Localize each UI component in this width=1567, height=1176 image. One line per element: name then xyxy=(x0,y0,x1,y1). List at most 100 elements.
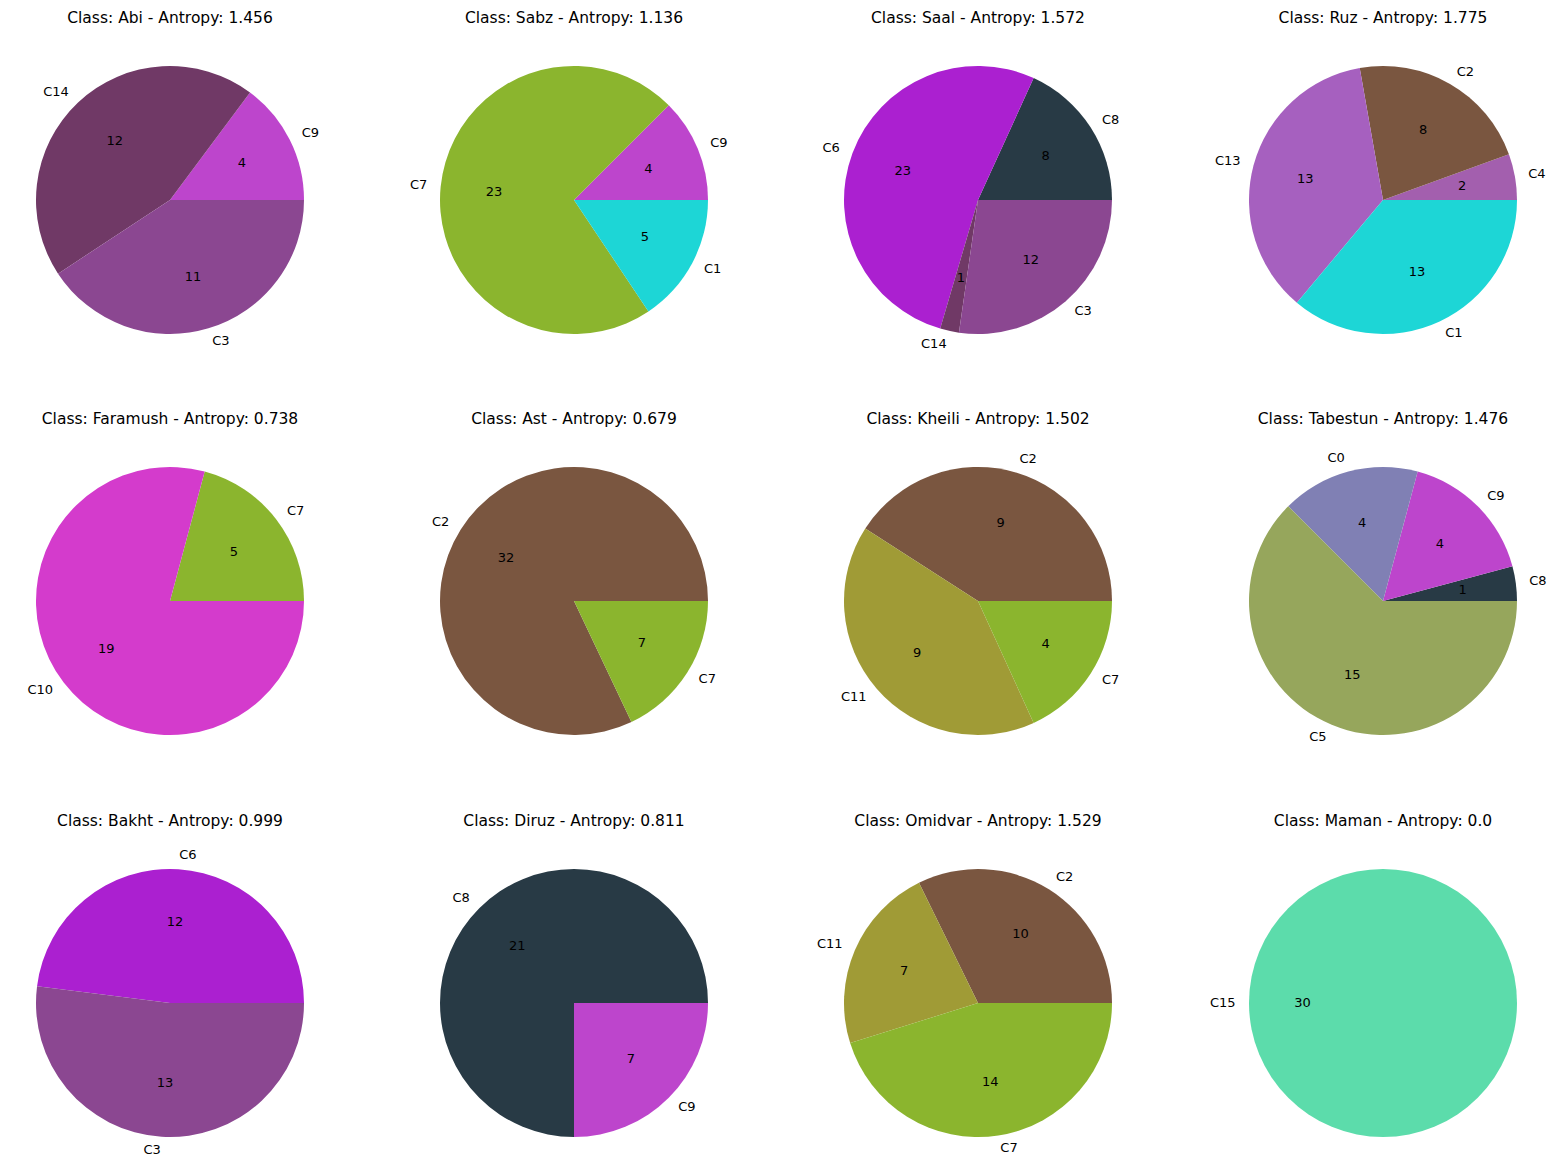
data-label: 12 xyxy=(167,914,184,929)
labels: C88C623C141C312 xyxy=(823,112,1120,351)
slice-label: C7 xyxy=(410,177,427,192)
slice-label: C11 xyxy=(817,936,843,951)
chart-title: Class: Sabz - Antropy: 1.136 xyxy=(465,9,683,27)
pie-slice xyxy=(58,200,304,334)
data-label: 4 xyxy=(644,161,652,176)
pie-slice xyxy=(36,467,304,735)
slice-label: C7 xyxy=(287,503,304,518)
slices xyxy=(844,467,1112,735)
data-label: 9 xyxy=(913,645,921,660)
data-label: 13 xyxy=(157,1075,174,1090)
labels: C821C97 xyxy=(452,890,695,1113)
slice-label: C2 xyxy=(1020,451,1037,466)
slice-label: C8 xyxy=(1529,573,1546,588)
labels: C2 9 C11 9 C7 4 xyxy=(841,451,1119,704)
labels: C2 32 C7 7 xyxy=(432,514,716,687)
slice-label: C10 xyxy=(27,682,53,697)
pie-chart: Class: Faramush - Antropy: 0.738 C7 5 C10 19 xyxy=(27,410,304,736)
data-label: 32 xyxy=(498,550,515,565)
pie-chart: Class: Diruz - Antropy: 0.811C821C97 xyxy=(440,812,708,1138)
chart-title: Class: Saal - Antropy: 1.572 xyxy=(871,9,1085,27)
slice-label: C15 xyxy=(1210,995,1236,1010)
slice-label: C7 xyxy=(1102,672,1119,687)
pie-slice xyxy=(37,869,304,1003)
data-label: 1 xyxy=(957,270,965,285)
data-label: 2 xyxy=(1458,178,1466,193)
labels: C9 4 C7 23 C1 5 xyxy=(410,135,728,276)
data-label: 13 xyxy=(1297,171,1314,186)
slice-label: C1 xyxy=(704,261,721,276)
data-label: 5 xyxy=(230,544,238,559)
pie-slice xyxy=(574,601,708,722)
data-label: 12 xyxy=(1022,252,1039,267)
pie-chart: Class: Ruz - Antropy: 1.775C42C28C1313C1… xyxy=(1215,9,1546,341)
chart-title: Class: Faramush - Antropy: 0.738 xyxy=(42,410,298,428)
data-label: 11 xyxy=(185,269,202,284)
slice-label: C0 xyxy=(1327,450,1344,465)
slice-label: C3 xyxy=(143,1142,160,1157)
slice-label: C13 xyxy=(1215,153,1241,168)
labels: C42C28C1313C113 xyxy=(1215,64,1546,340)
slice-label: C8 xyxy=(452,890,469,905)
data-label: 7 xyxy=(627,1051,635,1066)
slices xyxy=(844,66,1112,334)
pie-chart: Class: Maman - Antropy: 0.0C1530 xyxy=(1210,812,1517,1138)
pie-slice xyxy=(574,200,708,311)
data-label: 8 xyxy=(1041,148,1049,163)
labels: C210C117C714 xyxy=(817,869,1073,1155)
chart-title: Class: Bakht - Antropy: 0.999 xyxy=(57,812,283,830)
chart-title: Class: Ast - Antropy: 0.679 xyxy=(471,410,677,428)
pie-slice xyxy=(978,601,1112,723)
pie-slice xyxy=(1249,869,1517,1137)
chart-title: Class: Tabestun - Antropy: 1.476 xyxy=(1258,410,1508,428)
slice-label: C6 xyxy=(823,140,840,155)
slice-label: C2 xyxy=(432,514,449,529)
slices xyxy=(1249,66,1517,334)
slices xyxy=(440,467,708,735)
slice-label: C9 xyxy=(1487,488,1504,503)
chart-title: Class: Abi - Antropy: 1.456 xyxy=(67,9,273,27)
pie-slice xyxy=(1360,66,1509,200)
pie-chart: Class: Sabz - Antropy: 1.136 C9 4 C7 23 C1 5 xyxy=(410,9,728,335)
data-label: 10 xyxy=(1012,926,1029,941)
slices xyxy=(36,66,304,334)
slices xyxy=(36,869,304,1137)
chart-title: Class: Diruz - Antropy: 0.811 xyxy=(463,812,684,830)
labels: C7 5 C10 19 xyxy=(27,503,304,697)
data-label: 30 xyxy=(1294,995,1311,1010)
slice-label: C3 xyxy=(212,333,229,348)
chart-title: Class: Ruz - Antropy: 1.775 xyxy=(1279,9,1488,27)
data-label: 7 xyxy=(638,635,646,650)
slice-label: C11 xyxy=(841,689,867,704)
slices xyxy=(1249,869,1517,1137)
data-label: 8 xyxy=(1419,122,1427,137)
data-label: 4 xyxy=(1436,536,1444,551)
data-label: 15 xyxy=(1344,667,1361,682)
data-label: 19 xyxy=(98,641,115,656)
chart-title: Class: Kheili - Antropy: 1.502 xyxy=(866,410,1089,428)
slice-label: C2 xyxy=(1056,869,1073,884)
pie-chart: Class: Kheili - Antropy: 1.502 C2 9 C11 9 C7 4 xyxy=(841,410,1119,735)
pie-slice xyxy=(959,200,1112,334)
slice-label: C9 xyxy=(710,135,727,150)
slice-label: C2 xyxy=(1457,64,1474,79)
pie-chart: Class: Bakht - Antropy: 0.999 C6 12 C3 13 xyxy=(36,812,304,1157)
slice-label: C9 xyxy=(302,125,319,140)
data-label: 23 xyxy=(486,184,503,199)
data-label: 9 xyxy=(997,515,1005,530)
data-label: 4 xyxy=(1041,636,1049,651)
pie-slice xyxy=(440,467,708,735)
slices xyxy=(844,869,1112,1137)
figure: Class: Abi - Antropy: 1.456C94C1412C311C… xyxy=(0,0,1567,1176)
data-label: 1 xyxy=(1459,582,1467,597)
pie-slice xyxy=(440,869,708,1137)
data-label: 5 xyxy=(641,229,649,244)
chart-title: Class: Omidvar - Antropy: 1.529 xyxy=(854,812,1101,830)
slice-label: C7 xyxy=(699,671,716,686)
slice-label: C5 xyxy=(1309,729,1326,744)
slice-label: C6 xyxy=(179,847,196,862)
slice-label: C9 xyxy=(678,1099,695,1114)
pie-chart: Class: Ast - Antropy: 0.679 C2 32 C7 7 xyxy=(432,410,716,736)
pie-slice xyxy=(36,986,304,1137)
pie-chart: Class: Saal - Antropy: 1.572C88C623C141C… xyxy=(823,9,1120,351)
